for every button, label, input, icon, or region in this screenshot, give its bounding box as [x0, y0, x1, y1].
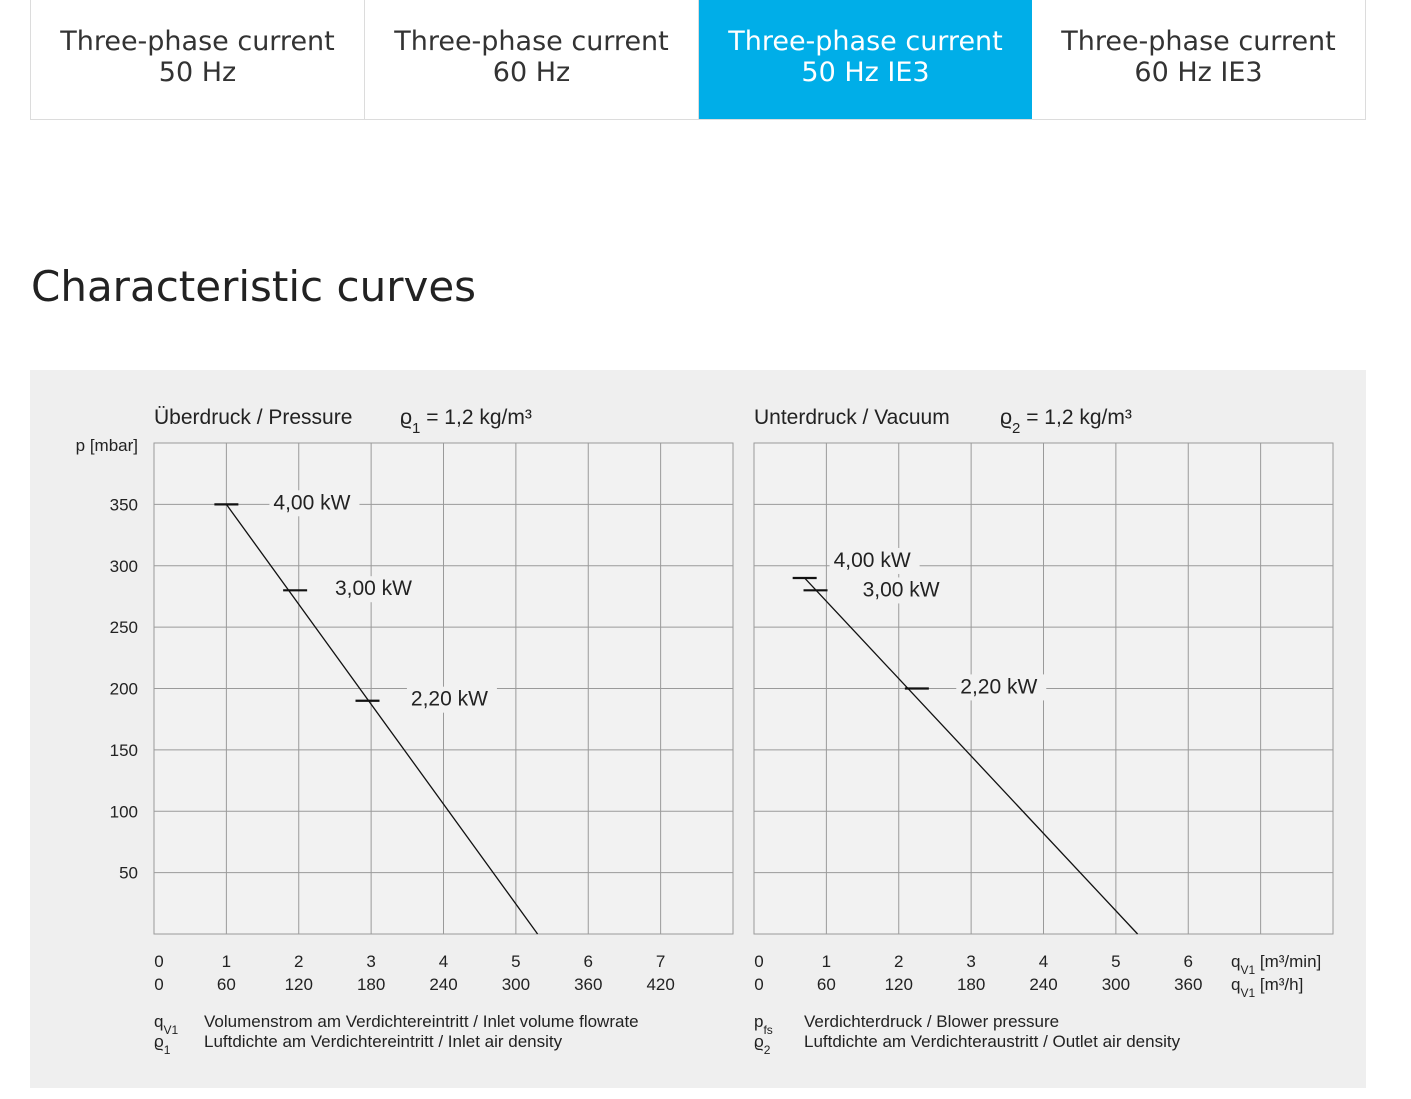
- tab-label-line2: 60 Hz IE3: [1134, 56, 1263, 88]
- chart-title: Unterdruck / Vacuum: [754, 406, 950, 429]
- x-tick-label-h: 180: [957, 975, 985, 994]
- x-tick-label-min: 5: [511, 952, 520, 971]
- legend-symbol: ϱ1: [154, 1032, 171, 1057]
- x-tick-label-h: 60: [217, 975, 236, 994]
- x-tick-label-min: 3: [966, 952, 975, 971]
- power-label-bg: [330, 576, 421, 603]
- legend-text: Luftdichte am Verdichtereintritt / Inlet…: [204, 1032, 563, 1051]
- power-label: 2,20 kW: [960, 675, 1037, 698]
- x-tick-label-min: 7: [656, 952, 665, 971]
- power-label-bg: [858, 577, 949, 604]
- x-tick-label-h: 180: [357, 975, 385, 994]
- x-tick-label-min: 4: [1039, 952, 1048, 971]
- x-tick-label-h: 120: [285, 975, 313, 994]
- x-tick-label-h: 60: [817, 975, 836, 994]
- density-label: ϱ1 = 1,2 kg/m³: [400, 406, 532, 437]
- y-tick-label: 350: [110, 495, 138, 514]
- tab-label-line2: 60 Hz: [492, 56, 571, 88]
- characteristic-line: [804, 577, 1139, 935]
- x-axis-unit-h: qV1 [m³/h]: [1231, 975, 1303, 1000]
- legend-symbol: ϱ2: [754, 1032, 771, 1057]
- x-tick-label-h: 420: [646, 975, 674, 994]
- x-tick-label-h: 0: [754, 975, 763, 994]
- chart-title: Überdruck / Pressure: [154, 406, 352, 429]
- y-tick-label: 50: [119, 864, 138, 883]
- power-label-bg: [829, 547, 920, 574]
- power-label-bg: [406, 686, 497, 713]
- power-label: 4,00 kW: [273, 491, 350, 514]
- x-tick-label-h: 360: [1174, 975, 1202, 994]
- tab-label-line1: Three-phase current: [1061, 25, 1336, 57]
- legend-symbol: pfs: [754, 1012, 773, 1037]
- x-tick-label-min: 5: [1111, 952, 1120, 971]
- x-tick-label-min: 6: [1184, 952, 1193, 971]
- x-tick-label-min: 2: [894, 952, 903, 971]
- x-tick-label-min: 6: [584, 952, 593, 971]
- y-tick-label: 300: [110, 557, 138, 576]
- x-tick-label-min: 1: [222, 952, 231, 971]
- tab-three-phase-60hz[interactable]: Three-phase current 60 Hz: [365, 0, 699, 119]
- power-label: 4,00 kW: [834, 549, 911, 572]
- x-tick-label-h: 240: [429, 975, 457, 994]
- chart-panel: Überdruck / Pressure ϱ1 = 1,2 kg/m³ p [mba…: [30, 370, 1366, 1088]
- x-tick-label-h: 300: [1102, 975, 1130, 994]
- x-tick-label-min: 3: [366, 952, 375, 971]
- power-label-bg: [269, 490, 360, 517]
- x-tick-label-h: 0: [154, 975, 163, 994]
- tab-three-phase-60hz-ie3[interactable]: Three-phase current 60 Hz IE3: [1032, 0, 1365, 119]
- tab-label-line1: Three-phase current: [60, 25, 335, 57]
- x-tick-label-h: 300: [502, 975, 530, 994]
- x-tick-label-min: 0: [154, 952, 163, 971]
- density-label: ϱ2 = 1,2 kg/m³: [1000, 406, 1132, 437]
- x-tick-label-h: 240: [1029, 975, 1057, 994]
- tab-three-phase-50hz[interactable]: Three-phase current 50 Hz: [31, 0, 365, 119]
- x-axis-unit-min: qV1 [m³/min]: [1231, 952, 1321, 977]
- x-tick-label-min: 4: [439, 952, 448, 971]
- y-axis-label: p [mbar]: [76, 436, 138, 455]
- x-tick-label-min: 0: [754, 952, 763, 971]
- x-tick-label-min: 1: [822, 952, 831, 971]
- legend-symbol: qV1: [154, 1012, 178, 1037]
- legend-text: Verdichterdruck / Blower pressure: [804, 1012, 1059, 1031]
- tab-label-line2: 50 Hz: [158, 56, 237, 88]
- y-tick-label: 150: [110, 741, 138, 760]
- tab-three-phase-50hz-ie3[interactable]: Three-phase current 50 Hz IE3: [699, 0, 1032, 119]
- tab-label-line1: Three-phase current: [394, 25, 669, 57]
- power-label: 2,20 kW: [411, 688, 488, 711]
- characteristic-line: [225, 503, 539, 935]
- tab-label-line2: 50 Hz IE3: [801, 56, 930, 88]
- y-tick-label: 200: [110, 680, 138, 699]
- section-heading: Characteristic curves: [31, 262, 477, 311]
- power-label: 3,00 kW: [863, 578, 940, 601]
- y-tick-label: 250: [110, 618, 138, 637]
- tab-label-line1: Three-phase current: [728, 25, 1003, 57]
- characteristic-curves-charts: Überdruck / Pressure ϱ1 = 1,2 kg/m³ p [mba…: [76, 406, 1334, 1057]
- power-label: 3,00 kW: [335, 577, 412, 600]
- legend-text: Luftdichte am Verdichteraustritt / Outle…: [804, 1032, 1181, 1051]
- tab-bar: Three-phase current 50 Hz Three-phase cu…: [30, 0, 1366, 120]
- y-tick-label: 100: [110, 802, 138, 821]
- legend-text: Volumenstrom am Verdichtereintritt / Inl…: [204, 1012, 639, 1031]
- x-tick-label-min: 2: [294, 952, 303, 971]
- power-label-bg: [956, 674, 1047, 701]
- x-tick-label-h: 120: [885, 975, 913, 994]
- x-tick-label-h: 360: [574, 975, 602, 994]
